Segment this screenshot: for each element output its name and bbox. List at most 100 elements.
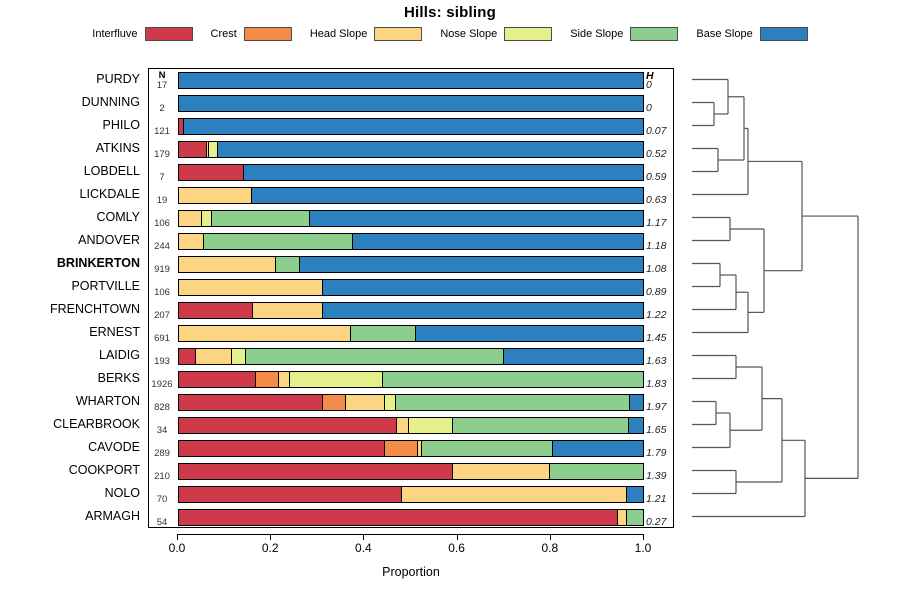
bar-segment-head-slope[interactable]: [401, 487, 627, 502]
bar-segment-base-slope[interactable]: [629, 395, 643, 410]
bar-segment-base-slope[interactable]: [252, 188, 643, 203]
bar-segment-nose-slope[interactable]: [385, 395, 396, 410]
bar-segment-base-slope[interactable]: [322, 303, 643, 318]
bar-segment-nose-slope[interactable]: [202, 211, 213, 226]
bar-segment-head-slope[interactable]: [417, 441, 422, 456]
bar-segment-side-slope[interactable]: [212, 211, 310, 226]
bar-row[interactable]: [178, 72, 644, 89]
bar-segment-base-slope[interactable]: [629, 418, 643, 433]
stacked-bar[interactable]: [178, 486, 644, 503]
bar-segment-base-slope[interactable]: [243, 165, 643, 180]
bar-segment-base-slope[interactable]: [503, 349, 643, 364]
bar-segment-nose-slope[interactable]: [232, 349, 247, 364]
bar-segment-base-slope[interactable]: [179, 96, 643, 111]
bar-segment-crest[interactable]: [255, 372, 279, 387]
stacked-bar[interactable]: [178, 440, 644, 457]
bar-row[interactable]: [178, 440, 644, 457]
bar-segment-interfluve[interactable]: [179, 441, 386, 456]
bar-segment-side-slope[interactable]: [626, 510, 643, 525]
bar-row[interactable]: [178, 279, 644, 296]
bar-segment-interfluve[interactable]: [179, 395, 323, 410]
bar-segment-interfluve[interactable]: [179, 349, 197, 364]
stacked-bar[interactable]: [178, 463, 644, 480]
bar-segment-base-slope[interactable]: [322, 280, 643, 295]
bar-row[interactable]: [178, 233, 644, 250]
legend-item-crest[interactable]: Crest: [211, 27, 292, 41]
bar-segment-side-slope[interactable]: [383, 372, 643, 387]
stacked-bar[interactable]: [178, 164, 644, 181]
bar-segment-base-slope[interactable]: [415, 326, 643, 341]
bar-segment-head-slope[interactable]: [196, 349, 233, 364]
stacked-bar[interactable]: [178, 233, 644, 250]
bar-row[interactable]: [178, 256, 644, 273]
bar-row[interactable]: [178, 417, 644, 434]
bar-segment-head-slope[interactable]: [452, 464, 551, 479]
bar-segment-head-slope[interactable]: [179, 211, 203, 226]
bar-row[interactable]: [178, 118, 644, 135]
bar-segment-interfluve[interactable]: [179, 464, 453, 479]
bar-row[interactable]: [178, 509, 644, 526]
stacked-bar[interactable]: [178, 279, 644, 296]
bar-segment-head-slope[interactable]: [346, 395, 386, 410]
bar-row[interactable]: [178, 325, 644, 342]
bar-segment-interfluve[interactable]: [179, 372, 256, 387]
bar-segment-nose-slope[interactable]: [408, 418, 453, 433]
legend-item-side-slope[interactable]: Side Slope: [570, 27, 679, 41]
bar-segment-side-slope[interactable]: [452, 418, 630, 433]
bar-segment-head-slope[interactable]: [617, 510, 627, 525]
bar-segment-base-slope[interactable]: [217, 142, 643, 157]
stacked-bar[interactable]: [178, 325, 644, 342]
bar-segment-side-slope[interactable]: [395, 395, 630, 410]
stacked-bar[interactable]: [178, 302, 644, 319]
stacked-bar[interactable]: [178, 72, 644, 89]
bar-segment-interfluve[interactable]: [179, 119, 184, 134]
legend-item-base-slope[interactable]: Base Slope: [696, 27, 808, 41]
bar-segment-interfluve[interactable]: [179, 487, 402, 502]
legend-item-interfluve[interactable]: Interfluve: [92, 27, 193, 41]
bar-segment-side-slope[interactable]: [350, 326, 416, 341]
bar-segment-side-slope[interactable]: [246, 349, 504, 364]
bar-segment-base-slope[interactable]: [353, 234, 643, 249]
legend-item-nose-slope[interactable]: Nose Slope: [440, 27, 553, 41]
bar-row[interactable]: [178, 164, 644, 181]
bar-segment-base-slope[interactable]: [309, 211, 643, 226]
bar-segment-side-slope[interactable]: [550, 464, 643, 479]
bar-segment-base-slope[interactable]: [183, 119, 643, 134]
stacked-bar[interactable]: [178, 417, 644, 434]
bar-segment-side-slope[interactable]: [276, 257, 300, 272]
bar-row[interactable]: [178, 302, 644, 319]
bar-segment-side-slope[interactable]: [203, 234, 353, 249]
stacked-bar[interactable]: [178, 187, 644, 204]
bar-segment-side-slope[interactable]: [421, 441, 553, 456]
stacked-bar[interactable]: [178, 95, 644, 112]
bar-segment-head-slope[interactable]: [179, 257, 277, 272]
bar-segment-interfluve[interactable]: [179, 142, 207, 157]
bar-segment-interfluve[interactable]: [179, 165, 244, 180]
bar-row[interactable]: [178, 187, 644, 204]
bar-segment-head-slope[interactable]: [206, 142, 209, 157]
bar-row[interactable]: [178, 348, 644, 365]
bar-segment-head-slope[interactable]: [179, 280, 323, 295]
bar-row[interactable]: [178, 486, 644, 503]
bar-segment-interfluve[interactable]: [179, 303, 254, 318]
bar-segment-base-slope[interactable]: [552, 441, 643, 456]
bar-segment-head-slope[interactable]: [179, 188, 253, 203]
stacked-bar[interactable]: [178, 256, 644, 273]
bar-row[interactable]: [178, 463, 644, 480]
bar-segment-base-slope[interactable]: [179, 73, 643, 88]
stacked-bar[interactable]: [178, 394, 644, 411]
bar-segment-base-slope[interactable]: [299, 257, 643, 272]
bar-row[interactable]: [178, 95, 644, 112]
stacked-bar[interactable]: [178, 141, 644, 158]
bar-segment-nose-slope[interactable]: [290, 372, 384, 387]
bar-segment-interfluve[interactable]: [179, 510, 618, 525]
bar-segment-interfluve[interactable]: [179, 418, 398, 433]
stacked-bar[interactable]: [178, 118, 644, 135]
bar-segment-nose-slope[interactable]: [208, 142, 218, 157]
bar-row[interactable]: [178, 141, 644, 158]
stacked-bar[interactable]: [178, 509, 644, 526]
bar-row[interactable]: [178, 394, 644, 411]
bar-segment-head-slope[interactable]: [253, 303, 323, 318]
bar-segment-head-slope[interactable]: [397, 418, 409, 433]
stacked-bar[interactable]: [178, 210, 644, 227]
